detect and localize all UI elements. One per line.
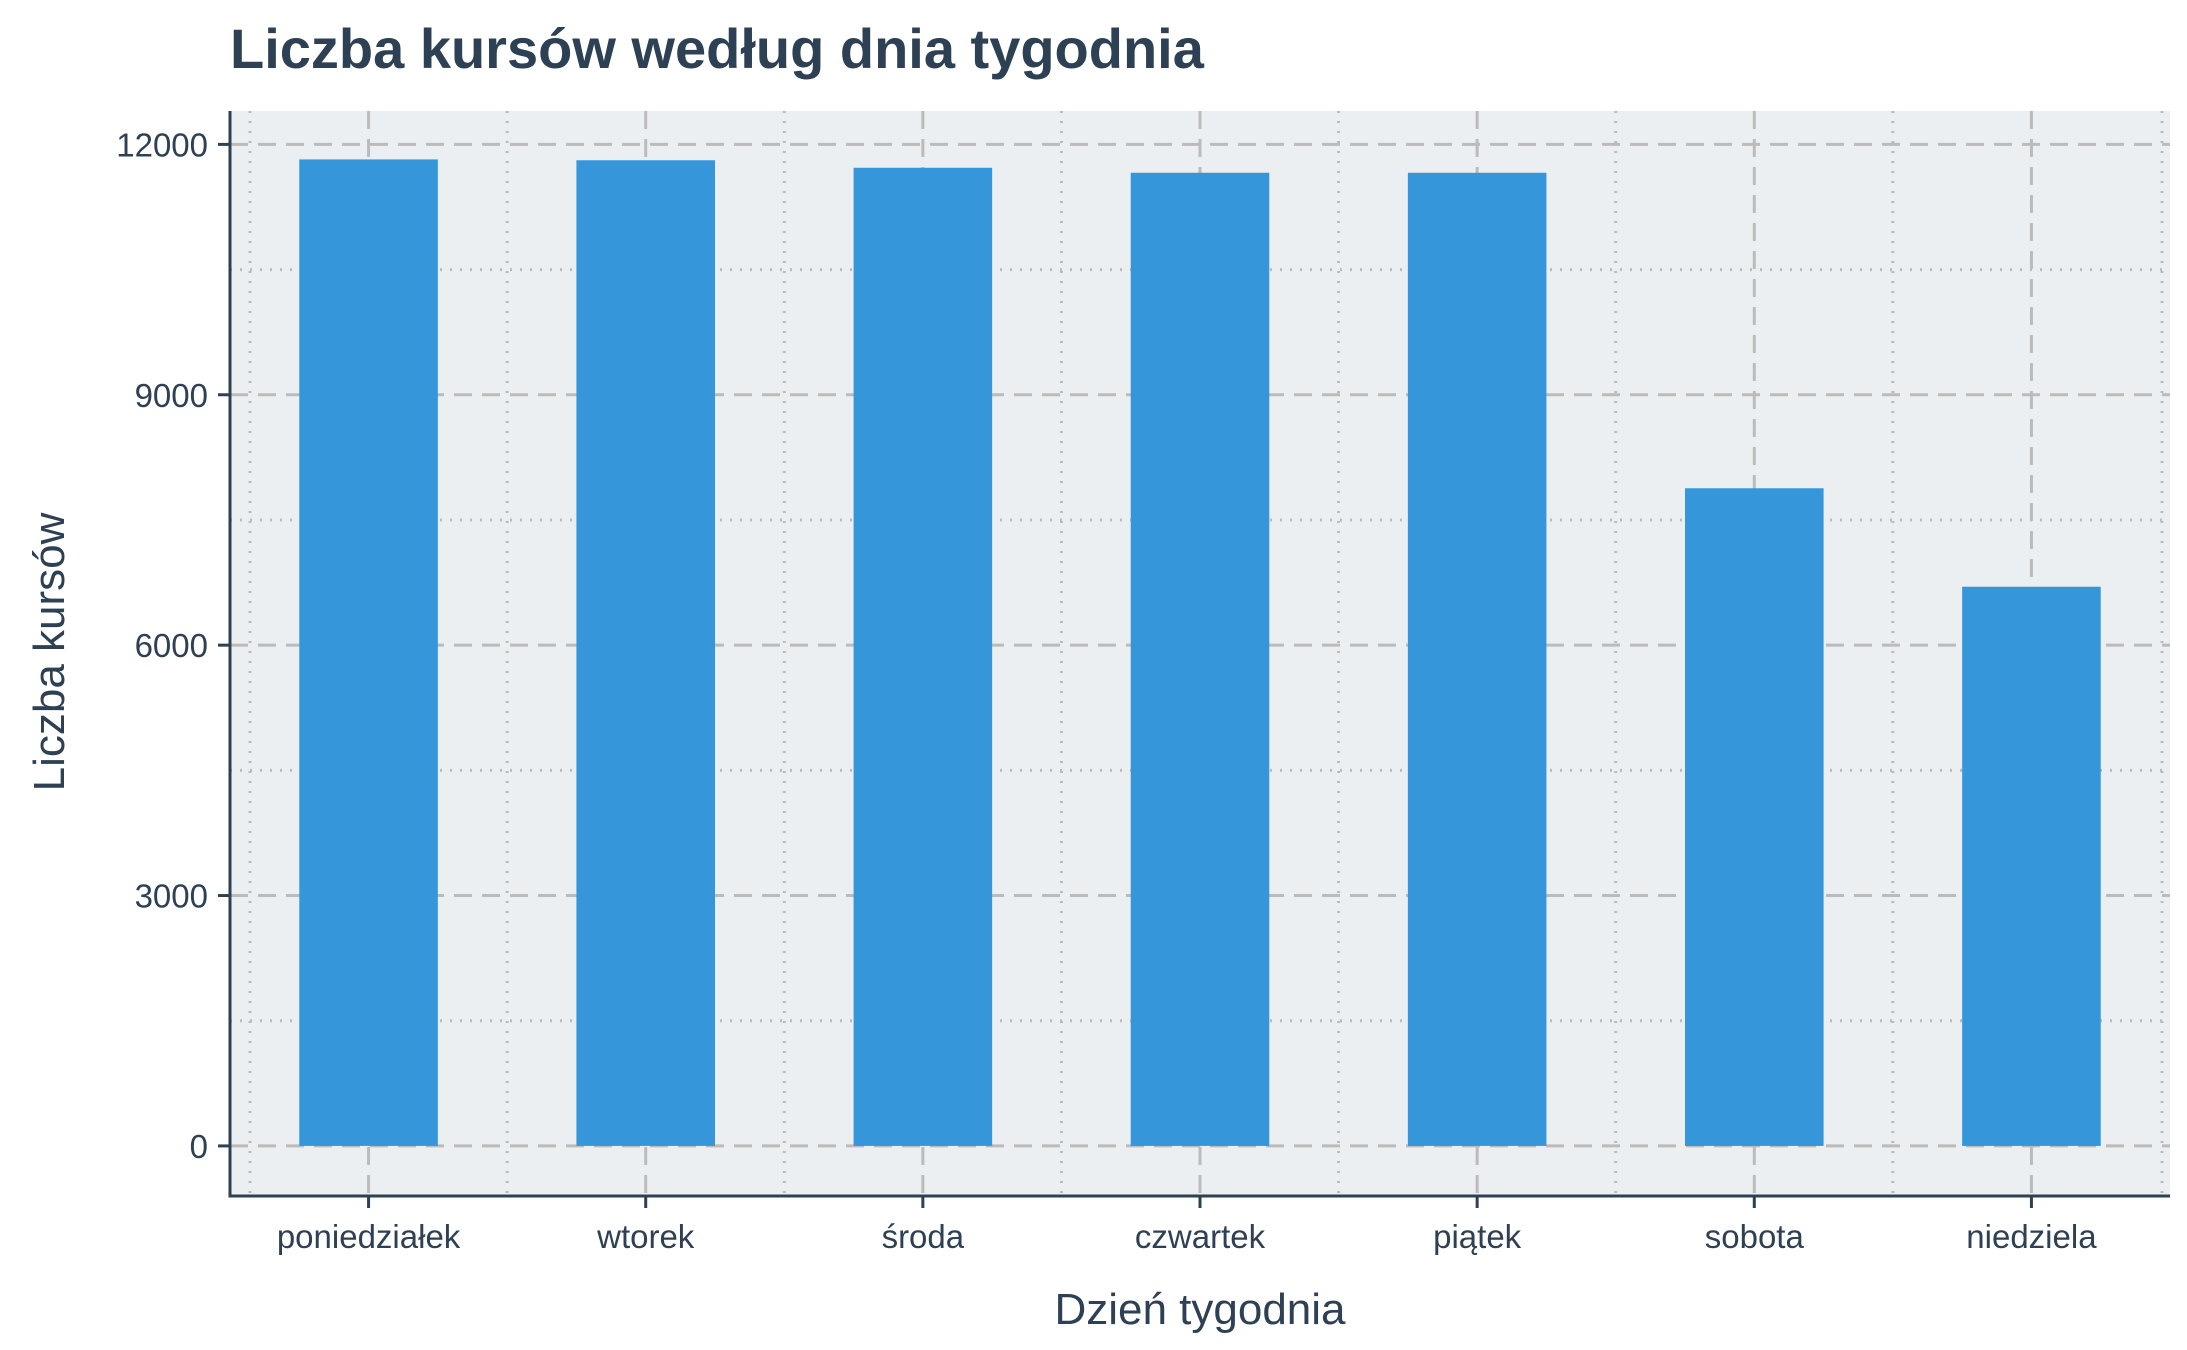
x-axis-title: Dzień tygodnia — [1054, 1285, 1346, 1334]
x-tick-label: piątek — [1433, 1218, 1522, 1255]
bar-środa — [853, 167, 993, 1146]
chart-title: Liczba kursów według dnia tygodnia — [230, 17, 1205, 80]
y-tick-labels: 0 3000 6000 9000 12000 — [116, 126, 208, 1165]
y-tick-label: 12000 — [116, 126, 208, 163]
y-tick-label: 9000 — [135, 377, 208, 414]
bars — [299, 159, 2101, 1146]
x-tick-label: wtorek — [596, 1218, 695, 1255]
x-tick-label: środa — [882, 1218, 965, 1255]
x-tick-labels: poniedziałek wtorek środa czwartek piątek sob… — [277, 1218, 2097, 1255]
y-tick-label: 6000 — [135, 627, 208, 664]
x-tick-label: sobota — [1705, 1218, 1805, 1255]
x-tick-label: niedziela — [1966, 1218, 2097, 1255]
axes — [218, 111, 2170, 1208]
bar-niedziela — [1962, 586, 2101, 1146]
bar-czwartek — [1130, 172, 1270, 1146]
x-tick-label: czwartek — [1135, 1218, 1266, 1255]
bar-piątek — [1407, 172, 1547, 1146]
y-tick-label: 3000 — [135, 878, 208, 915]
bar-sobota — [1685, 488, 1824, 1146]
y-axis-title: Liczba kursów — [25, 512, 74, 791]
bar-wtorek — [576, 160, 715, 1146]
bar-poniedziałek — [299, 159, 438, 1146]
y-tick-label: 0 — [190, 1128, 208, 1165]
x-tick-label: poniedziałek — [277, 1218, 461, 1255]
